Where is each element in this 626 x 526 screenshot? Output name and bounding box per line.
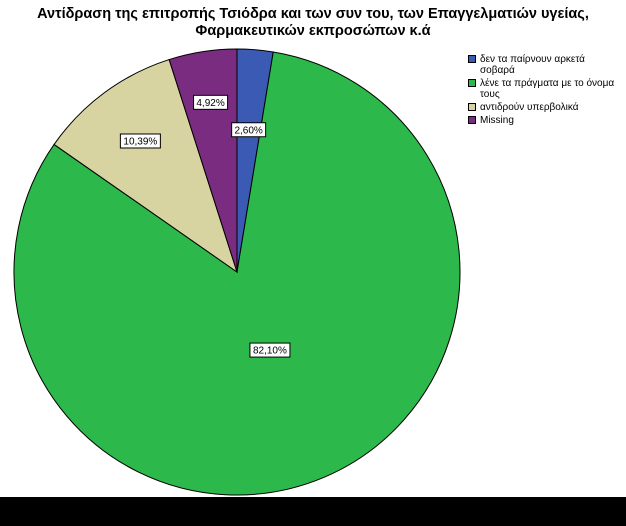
legend: δεν τα παίρνουν αρκετά σοβαρά λένε τα πρ… bbox=[468, 54, 618, 128]
slice-label-box bbox=[119, 133, 161, 149]
slice-label: 82,10% bbox=[249, 342, 291, 358]
slice-label: 2,60% bbox=[231, 122, 267, 138]
slice-label-box bbox=[193, 94, 229, 110]
slice-label-text: 4,92% bbox=[196, 98, 224, 109]
slice-label: 10,39% bbox=[119, 133, 161, 149]
legend-item: Missing bbox=[468, 115, 618, 126]
slice-label: 4,92% bbox=[193, 94, 229, 110]
legend-label: λένε τα πράγματα με το όνομα τους bbox=[480, 78, 615, 100]
pie-slice bbox=[13, 51, 461, 496]
legend-item: λένε τα πράγματα με το όνομα τους bbox=[468, 78, 618, 100]
legend-label: Missing bbox=[480, 115, 514, 126]
legend-swatch bbox=[468, 103, 476, 111]
legend-label: αντιδρούν υπερβολικά bbox=[480, 102, 579, 113]
pie-slice bbox=[53, 58, 238, 274]
legend-item: αντιδρούν υπερβολικά bbox=[468, 102, 618, 113]
chart-title-line-1: Αντίδραση της επιτροπής Τσιόδρα και των … bbox=[37, 6, 589, 22]
slice-label-text: 2,60% bbox=[234, 125, 262, 136]
pie-labels: 2,60% 82,10% 10,39% 4,92% bbox=[119, 94, 291, 358]
slice-label-box bbox=[249, 342, 291, 358]
legend-swatch bbox=[468, 79, 476, 87]
slice-label-text: 82,10% bbox=[253, 346, 287, 357]
legend-swatch bbox=[468, 116, 476, 124]
legend-item: δεν τα παίρνουν αρκετά σοβαρά bbox=[468, 54, 618, 76]
chart-title-line-2: Φαρμακευτικών εκπροσώπων κ.ά bbox=[195, 23, 431, 39]
legend-label: δεν τα παίρνουν αρκετά σοβαρά bbox=[480, 54, 585, 76]
slice-label-text: 10,39% bbox=[123, 136, 157, 147]
pie-slices bbox=[13, 48, 461, 496]
bottom-bar bbox=[0, 497, 626, 526]
slice-label-box bbox=[231, 122, 267, 138]
legend-swatch bbox=[468, 55, 476, 63]
chart-title: Αντίδραση της επιτροπής Τσιόδρα και των … bbox=[0, 6, 626, 40]
